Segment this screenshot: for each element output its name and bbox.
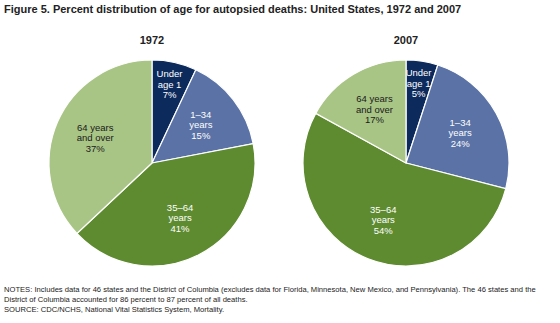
slice-value-label: 17% [365, 114, 385, 125]
slice-value-label: 37% [86, 143, 106, 154]
slices [49, 60, 255, 266]
slice-value-label: 41% [171, 223, 191, 234]
slice-value-label: 15% [191, 130, 211, 141]
pie-title: 1972 [140, 34, 164, 46]
slices [303, 60, 509, 266]
slice-category: Underage 1 [406, 67, 432, 89]
note-line: District of Columbia accounted for 86 pe… [4, 295, 248, 304]
pie-title: 2007 [394, 34, 418, 46]
slice-category: Underage 1 [157, 68, 183, 90]
slice-value-label: 24% [451, 138, 471, 149]
slice-value-label: 7% [163, 89, 177, 100]
pie-slice [49, 60, 152, 234]
slice-category: 1–34years [449, 117, 472, 138]
pie-chart: 1972 Underage 17% 1–34years15% 35–64years41… [49, 34, 255, 266]
chart-root: Figure 5. Percent distribution of age fo… [0, 0, 560, 323]
slice-category: 1–34years [189, 109, 212, 131]
labels: Underage 15% 1–34years24% 35–64years54% 64 … [356, 67, 472, 236]
chart-svg: Figure 5. Percent distribution of age fo… [0, 0, 560, 323]
pie-slice [316, 60, 406, 163]
slice-value-label: 5% [412, 88, 426, 99]
note-line: NOTES: Includes data for 46 states and t… [4, 285, 536, 294]
slice-category: 35–64years [167, 202, 193, 224]
labels: Underage 17% 1–34years15% 35–64years41% 64 … [77, 68, 213, 233]
pie-chart: 2007 Underage 15% 1–34years24% 35–64years54… [303, 34, 509, 266]
figure-title: Figure 5. Percent distribution of age fo… [4, 3, 461, 15]
slice-category: 64 yearsand over [77, 122, 114, 144]
source-line: SOURCE: CDC/NCHS, National Vital Statist… [4, 305, 224, 314]
slice-category: 64 yearsand over [356, 93, 393, 115]
slice-value-label: 54% [374, 225, 394, 236]
slice-category: 35–64years [370, 204, 396, 226]
